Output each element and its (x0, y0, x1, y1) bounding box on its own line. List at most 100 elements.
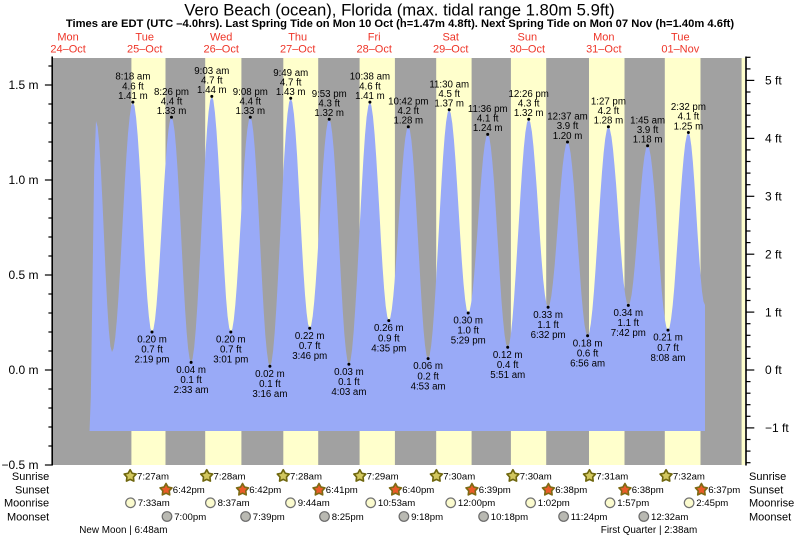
svg-text:1.1 ft: 1.1 ft (618, 318, 640, 329)
svg-text:0.12 m: 0.12 m (493, 350, 523, 361)
svg-text:Sunrise: Sunrise (12, 471, 49, 483)
svg-text:8:26 pm: 8:26 pm (154, 87, 189, 98)
svg-text:4.1 ft: 4.1 ft (678, 112, 700, 123)
svg-text:4.3 ft: 4.3 ft (318, 98, 340, 109)
svg-text:0.30 m: 0.30 m (453, 316, 483, 327)
svg-text:2 ft: 2 ft (765, 247, 782, 261)
svg-text:12:26 pm: 12:26 pm (508, 89, 548, 100)
svg-text:12:32am: 12:32am (651, 512, 688, 523)
svg-text:Sunrise: Sunrise (749, 471, 786, 483)
svg-text:4:53 am: 4:53 am (411, 381, 446, 392)
svg-text:7:31am: 7:31am (596, 471, 628, 482)
svg-text:1.43 m: 1.43 m (276, 87, 306, 98)
svg-text:10:18pm: 10:18pm (491, 512, 528, 523)
svg-text:24–Oct: 24–Oct (50, 43, 85, 55)
svg-text:0.1 ft: 0.1 ft (338, 377, 360, 388)
svg-text:11:24pm: 11:24pm (571, 512, 608, 523)
svg-text:6:56 am: 6:56 am (570, 359, 605, 370)
svg-text:11:30 am: 11:30 am (429, 79, 469, 90)
svg-text:4.3 ft: 4.3 ft (518, 98, 540, 109)
svg-text:10:53am: 10:53am (378, 498, 415, 509)
svg-text:6:40pm: 6:40pm (402, 485, 434, 496)
svg-text:7:00pm: 7:00pm (174, 512, 206, 523)
svg-text:Mon: Mon (57, 32, 78, 44)
svg-text:2:19 pm: 2:19 pm (134, 355, 169, 366)
svg-text:New Moon | 6:48am: New Moon | 6:48am (79, 525, 167, 536)
svg-text:7:27am: 7:27am (137, 471, 169, 482)
svg-text:0.7 ft: 0.7 ft (220, 345, 242, 356)
svg-text:1.18 m: 1.18 m (633, 135, 663, 146)
svg-text:4.2 ft: 4.2 ft (598, 106, 620, 117)
svg-text:1.25 m: 1.25 m (674, 121, 704, 132)
svg-text:Fri: Fri (368, 32, 381, 44)
svg-text:25–Oct: 25–Oct (127, 43, 162, 55)
svg-text:4 ft: 4 ft (765, 132, 782, 146)
svg-text:7:32am: 7:32am (673, 471, 705, 482)
svg-text:Times are EDT (UTC –4.0hrs). L: Times are EDT (UTC –4.0hrs). Last Spring… (66, 18, 735, 30)
svg-text:8:08 am: 8:08 am (650, 353, 685, 364)
svg-text:27–Oct: 27–Oct (280, 43, 315, 55)
svg-text:1.28 m: 1.28 m (594, 116, 624, 127)
svg-text:1.32 m: 1.32 m (514, 108, 544, 119)
svg-text:9:18pm: 9:18pm (411, 512, 443, 523)
svg-text:1.0 ft: 1.0 ft (457, 326, 479, 337)
svg-text:6:37pm: 6:37pm (708, 485, 740, 496)
svg-text:First Quarter | 2:38am: First Quarter | 2:38am (601, 525, 697, 536)
svg-text:7:30am: 7:30am (520, 471, 552, 482)
svg-text:3:16 am: 3:16 am (252, 389, 287, 400)
svg-text:8:25pm: 8:25pm (332, 512, 364, 523)
svg-text:0.04 m: 0.04 m (176, 365, 206, 376)
svg-text:3:01 pm: 3:01 pm (213, 355, 248, 366)
svg-text:7:28am: 7:28am (290, 471, 322, 482)
svg-text:7:42 pm: 7:42 pm (611, 328, 646, 339)
svg-text:0.20 m: 0.20 m (137, 335, 167, 346)
svg-text:01–Nov: 01–Nov (661, 43, 699, 55)
svg-text:26–Oct: 26–Oct (203, 43, 238, 55)
svg-text:1 ft: 1 ft (765, 305, 782, 319)
svg-text:4:35 pm: 4:35 pm (371, 343, 406, 354)
svg-text:0.7 ft: 0.7 ft (299, 341, 321, 352)
svg-text:31–Oct: 31–Oct (586, 43, 621, 55)
svg-text:1.5 m: 1.5 m (8, 78, 38, 92)
svg-text:0.18 m: 0.18 m (573, 338, 603, 349)
svg-text:6:39pm: 6:39pm (479, 485, 511, 496)
svg-text:−1 ft: −1 ft (765, 421, 789, 435)
svg-text:4.6 ft: 4.6 ft (122, 81, 144, 92)
svg-text:7:33am: 7:33am (138, 498, 170, 509)
svg-text:0.6 ft: 0.6 ft (577, 349, 599, 360)
svg-text:Moonrise: Moonrise (4, 498, 49, 510)
svg-text:1.33 m: 1.33 m (235, 106, 265, 117)
svg-text:0.34 m: 0.34 m (613, 308, 643, 319)
svg-text:0.1 ft: 0.1 ft (259, 379, 281, 390)
svg-text:2:33 am: 2:33 am (174, 385, 209, 396)
svg-text:9:44am: 9:44am (298, 498, 330, 509)
svg-text:4.1 ft: 4.1 ft (477, 114, 499, 125)
svg-text:0 ft: 0 ft (765, 363, 782, 377)
svg-text:4.4 ft: 4.4 ft (161, 97, 183, 108)
svg-text:6:32 pm: 6:32 pm (531, 330, 566, 341)
svg-text:0.2 ft: 0.2 ft (417, 371, 439, 382)
svg-text:9:49 am: 9:49 am (273, 68, 308, 79)
svg-text:8:18 am: 8:18 am (115, 72, 150, 83)
svg-text:7:29am: 7:29am (367, 471, 399, 482)
svg-text:6:42pm: 6:42pm (249, 485, 281, 496)
svg-text:0.7 ft: 0.7 ft (657, 343, 679, 354)
svg-text:9:53 pm: 9:53 pm (312, 89, 347, 100)
svg-text:1.28 m: 1.28 m (393, 116, 423, 127)
svg-text:Thu: Thu (288, 32, 307, 44)
svg-text:Tue: Tue (671, 32, 690, 44)
svg-text:1:02pm: 1:02pm (538, 498, 570, 509)
svg-text:1.44 m: 1.44 m (197, 85, 227, 96)
svg-text:10:42 pm: 10:42 pm (388, 96, 428, 107)
svg-text:12:37 am: 12:37 am (547, 112, 587, 123)
svg-text:Tue: Tue (135, 32, 154, 44)
svg-text:1.32 m: 1.32 m (314, 108, 344, 119)
svg-text:4.5 ft: 4.5 ft (438, 89, 460, 100)
svg-text:1.20 m: 1.20 m (553, 131, 583, 142)
svg-text:9:03 am: 9:03 am (194, 66, 229, 77)
svg-text:Vero Beach (ocean), Florida (m: Vero Beach (ocean), Florida (max. tidal … (184, 1, 614, 20)
svg-text:7:30am: 7:30am (443, 471, 475, 482)
svg-text:3 ft: 3 ft (765, 190, 782, 204)
svg-text:5:51 am: 5:51 am (490, 370, 525, 381)
svg-text:0.26 m: 0.26 m (374, 323, 404, 334)
